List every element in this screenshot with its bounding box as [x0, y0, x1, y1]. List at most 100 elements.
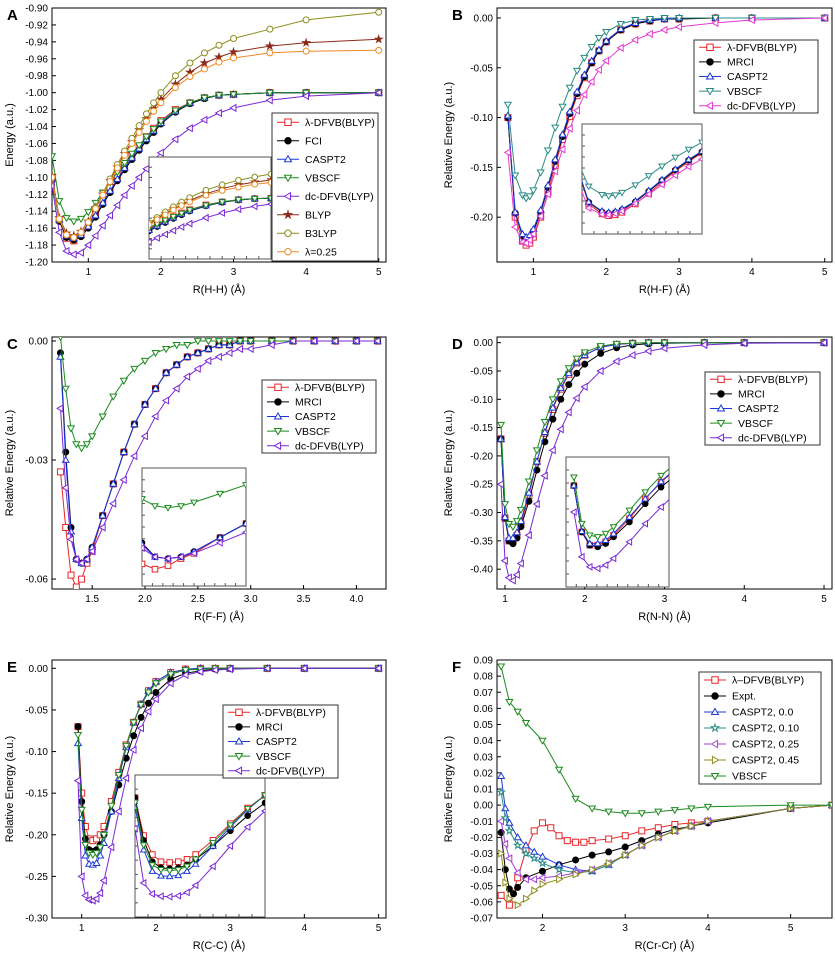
panel-D-point-4-5	[516, 559, 524, 568]
panel-D-point-4-18	[660, 344, 668, 353]
panel-A-inset-point-7-2	[81, 256, 87, 262]
panel-E-point-4-6	[95, 888, 104, 898]
panel-A-inset-point-7-14	[178, 202, 185, 209]
panel-B-point-3-7	[543, 147, 553, 155]
panel-C-inset-series-line-4	[142, 531, 246, 560]
panel-D-inset-point-3-6	[625, 507, 634, 515]
panel-E-inset-series-4	[135, 761, 666, 901]
panel-A-inset-point-7-11	[153, 216, 161, 223]
panel-A-legend: λ-DFVB(BLYP) FCI CASPT2 VBSCF dc-DFVB(LYP) BL…	[271, 112, 379, 262]
panel-C-inset-series-3	[142, 458, 561, 512]
panel-E-point-1-13	[144, 699, 152, 707]
panel-C-inset-point-3-9	[269, 476, 275, 481]
panel-B-point-3-5	[529, 187, 538, 195]
panel-F-point-4-1	[500, 839, 509, 848]
panel-F-point-0-9	[572, 838, 580, 846]
panel-F-ytick-label-11: 0.04	[474, 736, 494, 747]
panel-A-inset-point-3-7	[122, 239, 128, 244]
panel-A-inset-series-line-3	[149, 197, 271, 229]
panel-E-point-1-11	[130, 732, 138, 740]
panel-E-inset-point-1-21	[661, 762, 667, 768]
panel-A-point-3-0	[52, 153, 57, 161]
panel-D-inset-point-0-10	[690, 454, 696, 460]
panel-B-inset-point-4-8	[657, 180, 665, 189]
panel-C-point-3-2	[66, 425, 76, 433]
panel-B-point-2-8	[551, 155, 560, 163]
panel-D-point-3-12	[572, 355, 581, 363]
panel-B-inset-series-3	[582, 126, 745, 201]
panel-B-point-3-21	[711, 15, 720, 23]
panel-C-point-2-15	[183, 352, 192, 360]
panel-E-series-4	[73, 664, 382, 905]
panel-C-point-4-24	[309, 337, 318, 346]
panel-E-legend: λ-DFVB(BLYP) MRCI CASPT2 VBSCF dc-DFVB(LYP)	[222, 704, 339, 779]
panel-F-point-4-3	[513, 868, 521, 878]
panel-A-point-4-4	[76, 248, 84, 257]
panel-F-legend-label-3: CASPT2, 0.10	[732, 723, 799, 735]
panel-B-inset-point-0-17	[806, 120, 812, 126]
panel-C-inset-point-4-11	[321, 499, 326, 505]
panel-C-inset-point-2-18	[503, 459, 509, 464]
panel-B-xlabel: R(H-F) (Å)	[639, 283, 690, 296]
panel-A-legend-label-4: dc-DFVB(LYP)	[305, 191, 374, 203]
panel-A-point-7-2	[63, 231, 71, 239]
panel-A-inset-point-7-7	[122, 239, 128, 245]
panel-B-inset-point-1-17	[806, 120, 812, 126]
panel-C-inset-point-1-15	[425, 464, 431, 470]
panel-A-point-3-17	[185, 99, 195, 108]
panel-C-point-3-11	[140, 357, 150, 366]
panel-B-inset-point-3-14	[739, 126, 745, 131]
panel-A-point-4-11	[127, 181, 135, 190]
panel-F-xtick-label-3: 5	[788, 923, 794, 934]
panel-C-inset-point-4-1	[126, 522, 131, 528]
panel-F-point-1-3	[510, 890, 518, 898]
panel-C-inset-point-0-10	[295, 494, 301, 500]
panel-D-point-4-17	[644, 346, 652, 356]
panel-D-inset-point-4-3	[593, 564, 601, 573]
panel-C-inset-point-3-20	[555, 458, 561, 463]
panel-C-point-3-5	[82, 441, 92, 449]
panel-A-point-4-16	[171, 135, 179, 144]
panel-F-legend-marker-0	[711, 676, 719, 684]
panel-E-inset-point-3-0	[135, 799, 139, 807]
panel-A-legend-label-3: VBSCF	[305, 172, 340, 184]
panel-B-series-4	[503, 13, 828, 248]
panel-E-ytick-label-3: -0.15	[25, 789, 48, 800]
panel-C-inset-point-2-9	[269, 506, 275, 511]
panel-A-legend-label-1: FCI	[305, 135, 322, 147]
panel-F-legend-marker-1	[711, 692, 719, 700]
panel-F-point-1-2	[505, 885, 513, 893]
panel-D-inset-point-3-2	[585, 532, 594, 540]
panel-C-inset-point-2-25	[789, 457, 795, 462]
panel-E-inset-point-0-6	[183, 855, 191, 863]
panel-B-point-4-6	[536, 212, 544, 221]
panel-A-inset-point-7-6	[114, 245, 120, 251]
panel-A-point-7-22	[302, 47, 310, 55]
panel-E-inset-point-4-21	[661, 761, 666, 767]
panel-F-point-5-4	[523, 894, 531, 903]
panel-A-inset-point-4-19	[250, 202, 258, 211]
panel-E-frame	[51, 659, 387, 919]
panel-E-point-4-12	[136, 724, 144, 733]
panel-F-ytick-label-0: -0.07	[470, 914, 493, 925]
panel-C-inset-point-0-13	[373, 472, 379, 478]
panel-E-inset-point-0-21	[661, 762, 667, 768]
panel-E-ytick-label-1: -0.25	[25, 872, 48, 883]
panel-C-inset-point-3-2	[142, 496, 146, 503]
panel-B-point-4-13	[587, 77, 595, 86]
panel-A-inset-point-6-5	[106, 251, 112, 257]
panel-F: F 2 3 4 5 -0.07 -0.06 -0.05 -0.04 -0.03 -0.02 -0.01…	[443, 656, 833, 952]
panel-A-inset-point-3-20	[267, 195, 271, 203]
panel-E-point-4-8	[107, 843, 115, 852]
panel-A-inset-point-3-18	[234, 196, 243, 204]
panel-F-point-0-11	[588, 837, 596, 845]
panel-E-inset-point-2-2	[148, 867, 157, 874]
panel-C-inset-point-4-17	[477, 466, 482, 472]
panel-C-inset-point-3-15	[425, 460, 431, 465]
panel-F-point-6-2	[513, 708, 522, 716]
panel-F-point-5-11	[622, 850, 630, 860]
panel-D-point-4-10	[556, 425, 564, 434]
panel-B-point-3-10	[565, 84, 574, 92]
panel-A-point-2-10	[120, 163, 129, 171]
panel-A-inset-point-5-8	[130, 232, 136, 238]
